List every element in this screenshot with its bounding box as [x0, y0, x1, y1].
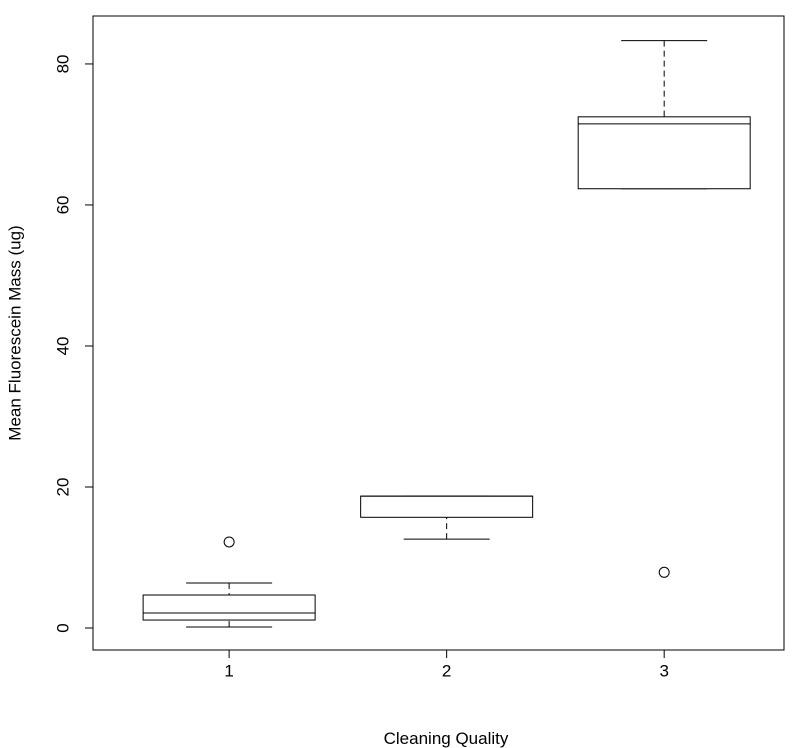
y-tick-label: 60	[53, 195, 72, 214]
box	[142, 594, 316, 621]
x-tick-label: 3	[659, 661, 668, 680]
y-axis-label: Mean Fluorescein Mass (ug)	[5, 225, 24, 440]
box	[577, 116, 751, 190]
x-tick-label: 1	[224, 661, 233, 680]
outlier	[223, 536, 235, 548]
y-tick-label: 20	[53, 478, 72, 497]
outlier	[658, 566, 670, 578]
box	[360, 495, 534, 518]
y-tick-label: 40	[53, 337, 72, 356]
y-tick-label: 0	[53, 623, 72, 632]
x-axis-label: Cleaning Quality	[384, 729, 509, 748]
x-tick-label: 2	[442, 661, 451, 680]
plot-frame	[92, 15, 785, 651]
y-tick-label: 80	[53, 54, 72, 73]
